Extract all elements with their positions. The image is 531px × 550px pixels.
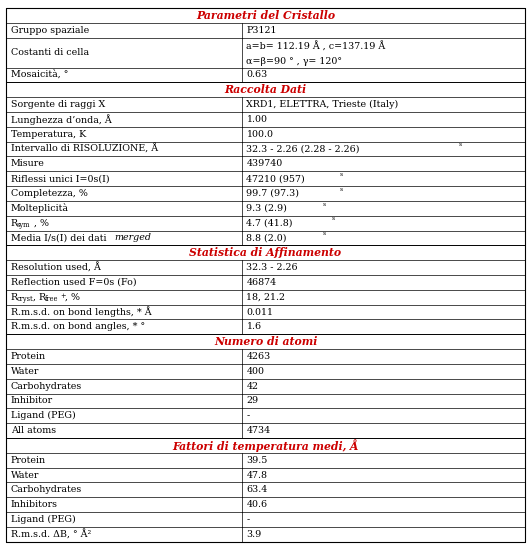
Text: 18, 21.2: 18, 21.2 (246, 293, 286, 302)
Text: +: + (60, 292, 65, 300)
Text: 40.6: 40.6 (246, 500, 268, 509)
Text: Inhibitor: Inhibitor (11, 397, 53, 405)
Text: Resolution used, Å: Resolution used, Å (11, 262, 100, 273)
Text: Carbohydrates: Carbohydrates (11, 486, 82, 494)
Text: 29: 29 (246, 397, 259, 405)
Text: s: s (340, 172, 343, 177)
Text: 47.8: 47.8 (246, 471, 268, 480)
Text: Sorgente di raggi X: Sorgente di raggi X (11, 100, 105, 109)
Text: Parametri del Cristallo: Parametri del Cristallo (196, 10, 335, 21)
Text: 1.6: 1.6 (246, 322, 262, 331)
Text: 9.3 (2.9): 9.3 (2.9) (246, 204, 287, 213)
Text: Media I/s(I) dei dati: Media I/s(I) dei dati (11, 233, 109, 243)
Text: Intervallo di RISOLUZIONE, Å: Intervallo di RISOLUZIONE, Å (11, 144, 158, 154)
Text: Temperatura, K: Temperatura, K (11, 130, 86, 139)
Text: -: - (246, 515, 250, 524)
Text: -: - (246, 411, 250, 420)
Text: sym: sym (17, 221, 30, 229)
Text: 4.7 (41.8): 4.7 (41.8) (246, 219, 293, 228)
Text: , R: , R (33, 293, 47, 302)
Text: , %: , % (31, 219, 49, 228)
Text: 46874: 46874 (246, 278, 277, 287)
Text: 39.5: 39.5 (246, 456, 268, 465)
Text: s: s (331, 217, 335, 222)
Text: 0.63: 0.63 (246, 70, 268, 79)
Text: Molteplicità: Molteplicità (11, 204, 68, 213)
Text: 100.0: 100.0 (246, 130, 273, 139)
Text: 63.4: 63.4 (246, 486, 268, 494)
Text: R: R (11, 219, 18, 228)
Text: , %: , % (65, 293, 80, 302)
Text: 3.9: 3.9 (246, 530, 262, 539)
Text: Costanti di cella: Costanti di cella (11, 48, 89, 57)
Text: Ligand (PEG): Ligand (PEG) (11, 411, 75, 420)
Text: Water: Water (11, 367, 39, 376)
Text: Ligand (PEG): Ligand (PEG) (11, 515, 75, 524)
Text: Carbohydrates: Carbohydrates (11, 382, 82, 390)
Text: Inhibitors: Inhibitors (11, 500, 58, 509)
Text: s: s (459, 142, 462, 147)
Text: 4263: 4263 (246, 352, 271, 361)
Text: Lunghezza d’onda, Å: Lunghezza d’onda, Å (11, 114, 112, 125)
Text: Misure: Misure (11, 160, 45, 168)
Text: Mosaicità, °: Mosaicità, ° (11, 70, 68, 80)
Text: 8.8 (2.0): 8.8 (2.0) (246, 233, 287, 243)
Text: All atoms: All atoms (11, 426, 56, 435)
Text: 32.3 - 2.26 (2.28 - 2.26): 32.3 - 2.26 (2.28 - 2.26) (246, 145, 360, 153)
Text: 0.011: 0.011 (246, 307, 273, 317)
Text: R.m.s.d. ΔB, ° Å²: R.m.s.d. ΔB, ° Å² (11, 529, 91, 540)
Text: Fattori di temperatura medi, Å: Fattori di temperatura medi, Å (172, 439, 359, 452)
Text: XRD1, ELETTRA, Trieste (Italy): XRD1, ELETTRA, Trieste (Italy) (246, 100, 399, 109)
Text: s: s (323, 232, 326, 236)
Text: Statistica di Affinamento: Statistica di Affinamento (190, 248, 341, 258)
Text: free: free (45, 295, 58, 303)
Text: Protein: Protein (11, 352, 46, 361)
Text: a=b= 112.19 Å , c=137.19 Å: a=b= 112.19 Å , c=137.19 Å (246, 41, 386, 51)
Text: Completezza, %: Completezza, % (11, 189, 88, 198)
Text: Riflessi unici I=0s(I): Riflessi unici I=0s(I) (11, 174, 109, 183)
Text: Numero di atomi: Numero di atomi (214, 336, 317, 347)
Text: 1.00: 1.00 (246, 115, 268, 124)
Text: 47210 (957): 47210 (957) (246, 174, 305, 183)
Text: 400: 400 (246, 367, 264, 376)
Text: R: R (11, 293, 18, 302)
Text: α=β=90 ° , γ= 120°: α=β=90 ° , γ= 120° (246, 57, 342, 65)
Text: Water: Water (11, 471, 39, 480)
Text: merged: merged (114, 233, 151, 243)
Text: Raccolta Dati: Raccolta Dati (225, 84, 306, 95)
Text: 4734: 4734 (246, 426, 271, 435)
Text: s: s (340, 187, 343, 192)
Text: R.m.s.d. on bond angles, * °: R.m.s.d. on bond angles, * ° (11, 322, 145, 331)
Text: Protein: Protein (11, 456, 46, 465)
Text: cryst: cryst (17, 295, 34, 303)
Text: 439740: 439740 (246, 160, 282, 168)
Text: Gruppo spaziale: Gruppo spaziale (11, 26, 89, 35)
Text: 42: 42 (246, 382, 259, 390)
Text: 99.7 (97.3): 99.7 (97.3) (246, 189, 299, 198)
Text: 32.3 - 2.26: 32.3 - 2.26 (246, 263, 298, 272)
Text: Reflection used F=0s (Fo): Reflection used F=0s (Fo) (11, 278, 136, 287)
Text: P3121: P3121 (246, 26, 277, 35)
Text: R.m.s.d. on bond lengths, * Å: R.m.s.d. on bond lengths, * Å (11, 307, 151, 317)
Text: s: s (323, 202, 326, 207)
